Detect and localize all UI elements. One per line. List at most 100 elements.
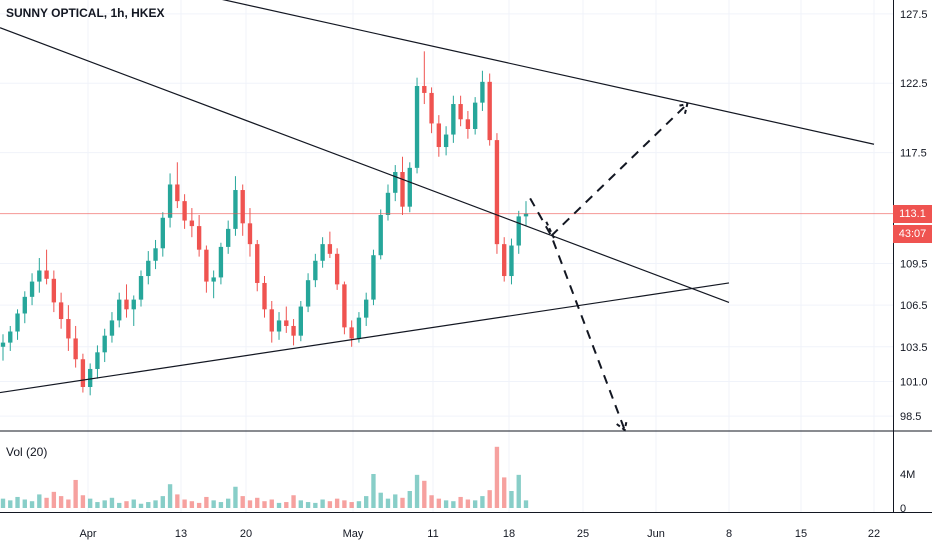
candle-body <box>487 81 492 141</box>
candle-body <box>29 281 35 297</box>
candle-body <box>233 190 238 229</box>
volume-bar <box>66 499 71 508</box>
price-tick-label: 103.5 <box>900 342 928 354</box>
volume-bar <box>44 497 49 508</box>
volume-bar <box>226 498 231 508</box>
volume-bar <box>422 480 427 508</box>
candle-body <box>117 299 122 321</box>
candle-body <box>356 317 362 339</box>
volume-bar <box>298 500 303 508</box>
volume-bar <box>196 502 202 508</box>
candle-body <box>22 296 27 314</box>
volume-bar <box>160 496 165 508</box>
volume-bars <box>0 446 529 508</box>
volume-bar <box>371 474 376 508</box>
candle-body <box>342 284 347 328</box>
candle-body <box>494 140 500 245</box>
price-tick-label: 106.5 <box>900 300 928 312</box>
volume-indicator-label: Vol (20) <box>6 445 48 459</box>
volume-bar <box>407 491 412 508</box>
volume-bar <box>436 498 442 508</box>
volume-tick-label: 4M <box>900 469 915 481</box>
projection-path <box>529 197 626 431</box>
price-tick-label: 109.5 <box>900 259 928 271</box>
volume-bar <box>124 501 129 508</box>
candle-body <box>109 320 115 336</box>
candle-body <box>400 172 405 207</box>
volume-bar <box>0 498 6 508</box>
candle-body <box>226 228 231 247</box>
volume-bar <box>73 479 78 508</box>
time-tick-label: 25 <box>577 528 589 540</box>
candle-body <box>472 102 478 129</box>
volume-bar <box>400 497 405 508</box>
candles <box>0 51 529 396</box>
volume-bar <box>443 500 449 508</box>
volume-bar <box>58 496 64 508</box>
projection-arrowhead <box>677 102 689 114</box>
drawings <box>0 0 893 432</box>
candle-body <box>218 246 224 278</box>
candle-body <box>124 299 129 310</box>
projection-path <box>550 103 688 237</box>
volume-bar <box>320 499 325 508</box>
candle-body <box>276 320 282 332</box>
candle-body <box>305 280 311 307</box>
volume-bar <box>364 496 369 508</box>
candle-body <box>480 81 485 103</box>
last-price-badge: 113.1 <box>893 204 932 223</box>
volume-bar <box>211 500 216 508</box>
candle-body <box>502 244 507 277</box>
candle-body <box>393 172 398 193</box>
candle-body <box>451 104 456 135</box>
volume-bar <box>502 477 507 508</box>
time-tick-label: 13 <box>175 528 187 540</box>
volume-bar <box>356 501 362 508</box>
candle-body <box>102 335 107 353</box>
time-tick-label: 20 <box>240 528 252 540</box>
candle-body <box>80 359 86 387</box>
volume-bar <box>385 498 391 508</box>
volume-bar <box>146 502 151 508</box>
volume-bar <box>175 494 180 508</box>
volume-bar <box>342 500 347 508</box>
candle-body <box>37 270 42 282</box>
candle-body <box>516 216 521 246</box>
volume-bar <box>509 491 514 508</box>
time-tick-label: Apr <box>79 528 96 540</box>
candle-body <box>8 331 13 343</box>
volume-bar <box>247 500 253 508</box>
volume-bar <box>15 496 20 508</box>
time-tick-label: 11 <box>427 528 438 540</box>
chart-title: SUNNY OPTICAL, 1h, HKEX <box>6 6 165 20</box>
volume-bar <box>153 500 158 508</box>
volume-bar <box>8 500 13 508</box>
candle-body <box>327 244 333 254</box>
volume-bar <box>465 499 471 508</box>
price-tick-label: 117.5 <box>900 148 927 160</box>
candle-body <box>422 86 427 93</box>
volume-bar <box>334 498 340 508</box>
volume-bar <box>414 474 420 508</box>
candle-body <box>87 368 93 387</box>
volume-bar <box>167 484 173 508</box>
candle-body <box>0 342 6 347</box>
time-tick-label: May <box>343 528 364 540</box>
candle-body <box>443 134 449 148</box>
volume-bar <box>117 502 122 508</box>
volume-bar <box>451 501 456 508</box>
volume-bar <box>327 501 333 508</box>
volume-bar <box>349 502 354 508</box>
candle-body <box>429 92 434 124</box>
volume-bar <box>305 502 311 508</box>
candle-body <box>269 309 274 332</box>
candle-body <box>262 282 267 310</box>
volume-bar <box>472 500 478 508</box>
candle-body <box>66 319 71 339</box>
price-tick-label: 122.5 <box>900 78 928 90</box>
candle-body <box>284 320 289 326</box>
volume-bar <box>22 499 27 508</box>
candle-body <box>320 244 325 261</box>
